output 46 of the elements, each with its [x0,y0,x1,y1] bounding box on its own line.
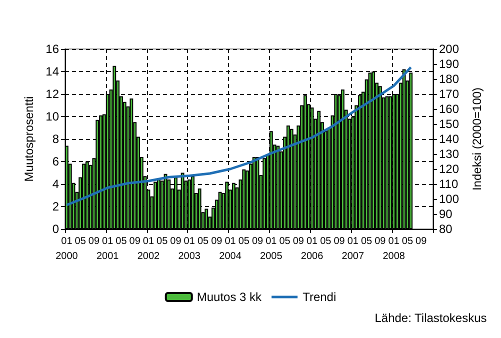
x-tick-label: 05 [74,236,86,247]
legend-label: Muutos 3 kk [196,290,263,304]
x-tick-label: 09 [129,236,141,247]
y-tick-label: 12 [46,87,60,101]
y2-tick-label: 90 [439,207,453,221]
y2-axis-title: Indeksi (2000=100) [470,87,484,191]
x-tick-label: 09 [211,236,223,247]
x-tick-label: 05 [279,236,291,247]
x-tick-label: 05 [238,236,250,247]
y2-tick-label: 100 [439,192,460,206]
x-tick-label: 09 [292,236,304,247]
y-tick-label: 14 [46,64,60,78]
text: Lähde: Tilastokeskus [374,311,487,325]
y-tick-label: 2 [52,200,60,214]
x-tick-label: 05 [197,236,209,247]
x-tick-label: 05 [156,236,168,247]
y2-tick-label: 190 [439,57,460,71]
x-tick-label: 09 [252,236,264,247]
x-tick-label: 09 [88,236,100,247]
y-axis-title: Muutosprosentti [22,96,36,182]
x-tick-label: 09 [374,236,386,247]
x-tick-label: 05 [116,236,128,247]
y-tick-label: 8 [52,132,60,146]
y-tick-label: 6 [52,154,60,168]
y2-tick-label: 140 [439,132,460,146]
y2-tick-label: 180 [439,72,460,86]
y-tick-label: 16 [46,42,60,56]
y2-tick-label: 160 [439,102,460,116]
line-series [65,66,412,206]
x-tick-label: 09 [416,236,428,247]
y2-tick-label: 80 [439,222,453,236]
x-tick-label: 05 [320,236,332,247]
y2-tick-label: 120 [439,162,460,176]
y2-tick-label: 130 [439,147,460,161]
x-tick-label: 05 [360,236,373,247]
x-tick-label: 09 [170,236,182,247]
y-tick-label: 0 [52,222,60,236]
y2-tick-label: 170 [439,87,460,101]
y-tick-label: 10 [46,110,60,124]
y2-tick-label: 110 [439,177,458,191]
y2-tick-label: 200 [439,42,460,56]
x-tick-label: 05 [402,236,414,247]
legend-label: Trendi [302,290,336,304]
y-tick-label: 4 [52,177,60,191]
x-tick-label: 09 [334,236,346,247]
y2-tick-label: 150 [439,117,460,131]
